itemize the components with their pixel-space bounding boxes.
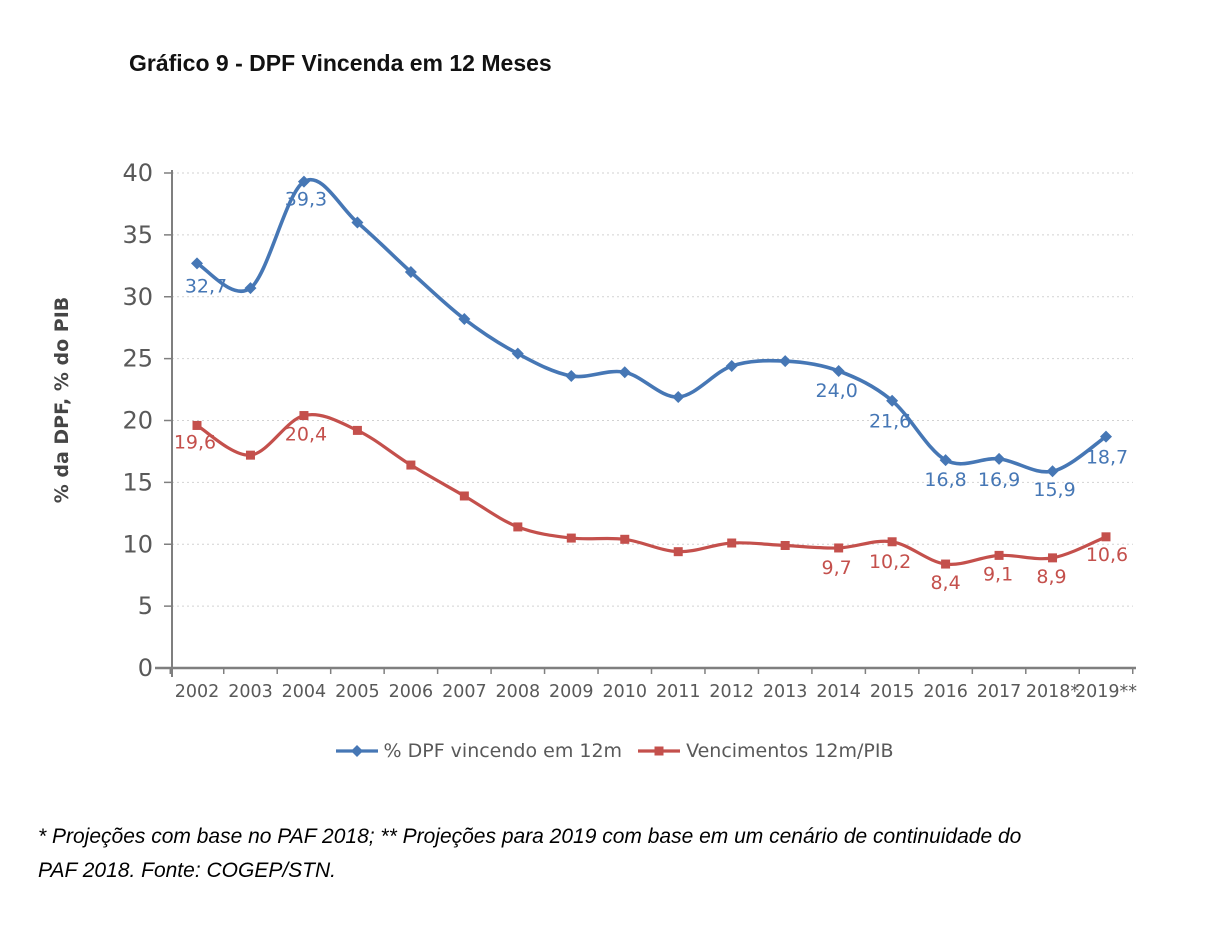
legend-marker-diamond-icon bbox=[335, 745, 378, 757]
marker-diamond bbox=[351, 216, 364, 229]
marker-square bbox=[620, 534, 630, 544]
y-tick-label: 20 bbox=[122, 407, 153, 435]
marker-diamond bbox=[939, 454, 952, 467]
marker-square bbox=[406, 460, 416, 470]
x-tick-label: 2016 bbox=[923, 682, 968, 702]
x-tick-label: 2015 bbox=[870, 682, 915, 702]
x-tick-label: 2014 bbox=[816, 682, 861, 702]
data-label: 19,6 bbox=[174, 431, 216, 453]
marker-diamond bbox=[672, 390, 685, 403]
legend-item-vencimentos-pib: Vencimentos 12m/PIB bbox=[636, 740, 893, 762]
series-line-0 bbox=[195, 177, 1108, 474]
y-tick-label: 35 bbox=[122, 221, 153, 249]
footnote-line-1: * Projeções com base no PAF 2018; ** Pro… bbox=[38, 825, 1022, 848]
series-line-1 bbox=[195, 413, 1108, 566]
data-label: 10,2 bbox=[869, 551, 911, 573]
marker-square bbox=[941, 559, 951, 569]
marker-square bbox=[994, 550, 1004, 560]
marker-square bbox=[245, 450, 255, 460]
chart-title: Gráfico 9 - DPF Vincenda em 12 Meses bbox=[129, 50, 552, 76]
marker-diamond bbox=[511, 347, 524, 360]
marker-square bbox=[352, 425, 362, 435]
footnote-line-2: PAF 2018. Fonte: COGEP/STN. bbox=[38, 859, 337, 882]
marker-square bbox=[192, 420, 202, 430]
x-tick-label: 2006 bbox=[389, 682, 434, 702]
marker-square bbox=[673, 547, 683, 557]
data-label: 9,7 bbox=[822, 557, 852, 579]
data-label: 32,7 bbox=[185, 275, 227, 297]
marker-square bbox=[1048, 553, 1058, 563]
data-label: 9,1 bbox=[983, 563, 1013, 585]
x-tick-label: 2003 bbox=[228, 682, 273, 702]
marker-square bbox=[834, 543, 844, 553]
legend-label: Vencimentos 12m/PIB bbox=[686, 740, 894, 762]
x-tick-label: 2013 bbox=[763, 682, 808, 702]
marker-diamond bbox=[297, 175, 310, 188]
marker-diamond bbox=[832, 365, 845, 377]
data-label: 21,6 bbox=[869, 411, 911, 433]
y-tick-label: 5 bbox=[138, 592, 153, 620]
marker-square bbox=[1101, 532, 1111, 542]
marker-square bbox=[459, 491, 469, 501]
chart-legend: % DPF vincendo em 12m Vencimentos 12m/PI… bbox=[0, 740, 1227, 762]
x-tick-label: 2004 bbox=[282, 682, 327, 702]
marker-diamond bbox=[886, 394, 899, 407]
x-tick-label: 2002 bbox=[175, 682, 220, 702]
marker-diamond bbox=[1046, 465, 1059, 478]
marker-square bbox=[513, 522, 523, 532]
y-tick-label: 15 bbox=[122, 468, 153, 496]
y-tick-label: 40 bbox=[122, 159, 153, 187]
x-tick-label: 2018* bbox=[1026, 682, 1080, 702]
legend-label: % DPF vincendo em 12m bbox=[383, 740, 623, 762]
marker-square bbox=[887, 537, 897, 547]
x-tick-label: 2008 bbox=[496, 682, 541, 702]
data-label: 10,6 bbox=[1086, 544, 1128, 566]
marker-square bbox=[780, 540, 790, 550]
marker-square bbox=[299, 411, 309, 421]
marker-diamond bbox=[404, 266, 417, 278]
marker-diamond bbox=[244, 282, 257, 295]
y-tick-label: 10 bbox=[122, 530, 153, 558]
marker-diamond bbox=[1100, 430, 1112, 443]
data-label: 8,9 bbox=[1036, 566, 1066, 588]
data-label: 24,0 bbox=[815, 380, 857, 402]
data-label: 16,8 bbox=[924, 469, 966, 491]
y-tick-label: 30 bbox=[122, 283, 153, 311]
x-tick-label: 2009 bbox=[549, 682, 594, 702]
x-tick-label: 2019** bbox=[1075, 682, 1137, 702]
data-label: 16,9 bbox=[978, 469, 1020, 491]
marker-diamond bbox=[725, 360, 738, 373]
x-tick-label: 2010 bbox=[602, 682, 647, 702]
data-label: 18,7 bbox=[1086, 447, 1128, 469]
data-label: 8,4 bbox=[930, 572, 960, 594]
data-label: 39,3 bbox=[285, 189, 327, 211]
legend-marker-square-icon bbox=[638, 746, 681, 756]
marker-diamond bbox=[565, 369, 578, 382]
marker-diamond bbox=[191, 257, 203, 270]
x-tick-label: 2017 bbox=[977, 682, 1022, 702]
x-tick-label: 2011 bbox=[656, 682, 701, 702]
data-label: 20,4 bbox=[285, 424, 327, 446]
marker-diamond bbox=[779, 355, 792, 368]
marker-diamond bbox=[458, 313, 471, 326]
y-tick-label: 25 bbox=[122, 345, 153, 373]
marker-diamond bbox=[618, 366, 631, 379]
marker-diamond bbox=[993, 452, 1006, 465]
data-label: 15,9 bbox=[1033, 479, 1075, 501]
x-tick-label: 2012 bbox=[709, 682, 754, 702]
footnote: * Projeções com base no PAF 2018; ** Pro… bbox=[38, 820, 1198, 888]
legend-item-dpf-vincendo: % DPF vincendo em 12m bbox=[334, 740, 623, 762]
marker-square bbox=[566, 533, 576, 543]
x-tick-label: 2007 bbox=[442, 682, 487, 702]
y-tick-label: 0 bbox=[138, 654, 153, 682]
marker-square bbox=[727, 538, 737, 548]
x-tick-label: 2005 bbox=[335, 682, 380, 702]
